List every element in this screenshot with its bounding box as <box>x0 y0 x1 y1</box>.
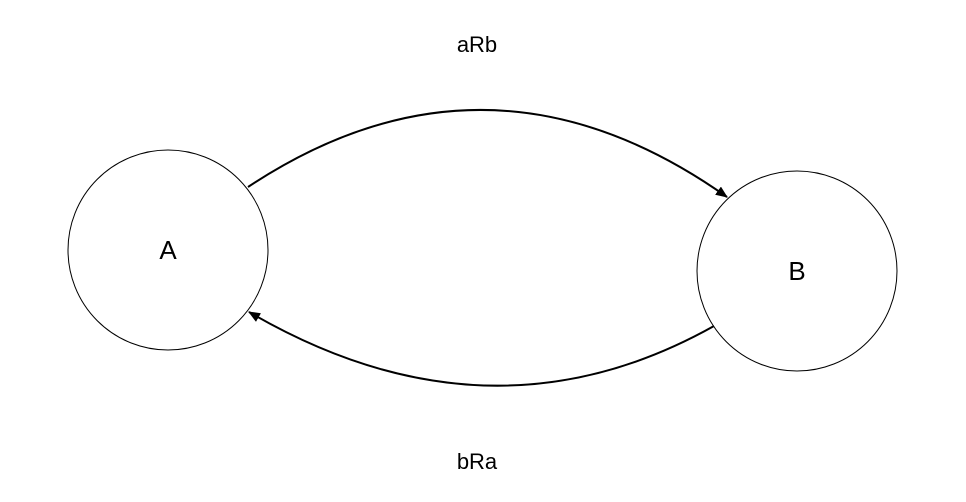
node-b-circle <box>696 170 898 372</box>
edge-b-to-a-arrow <box>248 311 715 387</box>
edge-a-to-b-label: aRb <box>457 32 497 57</box>
node-b-label: B <box>788 256 805 286</box>
edge-a-to-b-arrow <box>247 109 728 198</box>
node-a: A <box>67 149 269 351</box>
node-a-circle <box>67 149 269 351</box>
edge-a-to-b: aRb <box>247 32 728 198</box>
edge-b-to-a: bRa <box>248 311 715 474</box>
edge-b-to-a-label: bRa <box>457 449 498 474</box>
node-a-label: A <box>159 235 177 265</box>
node-b: B <box>696 170 898 372</box>
